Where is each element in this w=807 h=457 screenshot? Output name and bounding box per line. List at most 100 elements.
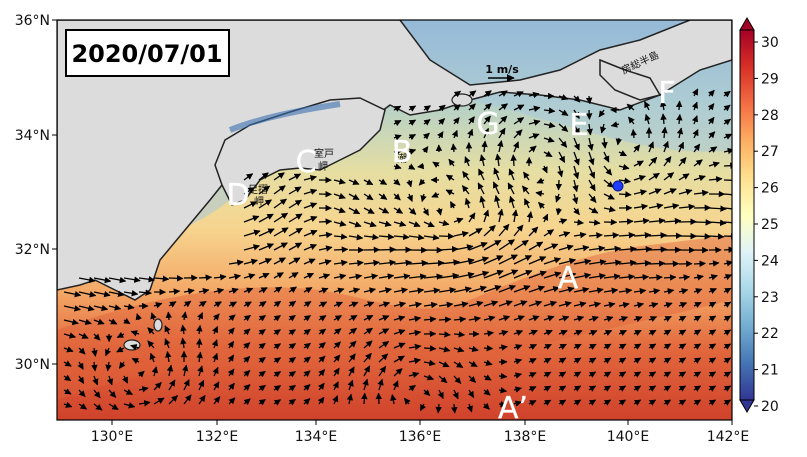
current-arrow (723, 118, 732, 126)
current-arrow (648, 188, 662, 195)
current-arrow (603, 330, 613, 336)
colorbar-tick-label: 25 (761, 217, 779, 233)
current-arrow (648, 357, 657, 364)
current-arrow (243, 201, 258, 209)
current-arrow (121, 375, 129, 384)
current-arrow (723, 287, 732, 294)
current-arrow (648, 274, 663, 281)
current-arrow (528, 105, 541, 112)
current-arrow (63, 388, 72, 395)
current-arrow (468, 300, 484, 308)
current-arrow (361, 392, 368, 405)
current-arrow (693, 143, 701, 153)
current-arrow (528, 270, 547, 279)
current-arrow (693, 357, 702, 364)
current-arrow (303, 370, 311, 378)
current-arrow (464, 156, 471, 167)
current-arrow (558, 123, 569, 132)
current-arrow (498, 372, 508, 380)
current-arrow (663, 302, 673, 309)
current-arrow (693, 189, 709, 197)
current-arrow (708, 219, 727, 227)
colorbar-tick-label: 26 (761, 181, 779, 197)
current-arrow (453, 331, 466, 338)
current-arrow (528, 241, 544, 251)
current-arrow (633, 343, 642, 350)
current-arrow (483, 115, 491, 125)
current-arrow (348, 353, 356, 363)
current-arrow (375, 392, 383, 405)
current-arrow (573, 109, 580, 119)
current-arrow (451, 129, 458, 139)
current-arrow (483, 330, 494, 337)
current-arrow (105, 347, 112, 357)
current-arrow (483, 315, 496, 322)
current-arrow (392, 380, 399, 391)
current-arrow (378, 365, 387, 377)
point-labels: A A’ B C D E F G (226, 76, 675, 426)
current-arrow (528, 300, 543, 307)
current-vectors (63, 88, 732, 414)
current-arrow (618, 191, 632, 198)
current-arrow (228, 314, 236, 322)
current-arrow (610, 121, 620, 128)
x-tick-label: 140°E (607, 429, 650, 445)
warm-current-band (57, 235, 732, 400)
current-arrow (378, 207, 390, 214)
current-arrow (135, 313, 142, 321)
current-arrow (663, 288, 675, 295)
current-arrow (198, 394, 206, 405)
colorbar-tick-label: 21 (761, 363, 779, 379)
current-arrow (288, 227, 303, 237)
current-arrow (558, 301, 572, 308)
current-arrow (423, 389, 431, 397)
current-arrow (676, 127, 684, 139)
current-arrow (588, 329, 598, 336)
current-arrow (558, 151, 566, 163)
current-arrow (273, 272, 284, 279)
current-arrow (481, 140, 488, 153)
x-tick-label: 142°E (707, 429, 750, 445)
current-arrow (228, 273, 242, 280)
current-arrow (303, 229, 318, 237)
current-arrow (258, 384, 266, 392)
current-arrow (558, 258, 577, 265)
current-arrow (723, 274, 732, 281)
current-arrow (123, 317, 131, 325)
current-arrow (588, 301, 602, 308)
current-arrow (558, 329, 568, 336)
current-arrow (348, 327, 358, 335)
current-arrow (513, 372, 523, 379)
current-arrow (348, 193, 360, 201)
current-arrow (393, 233, 410, 241)
current-arrow (333, 233, 348, 240)
current-arrow (273, 343, 282, 350)
current-arrow (273, 357, 282, 364)
current-arrow (212, 313, 220, 321)
current-arrow (618, 232, 636, 239)
current-arrow (213, 274, 227, 281)
current-arrow (678, 371, 687, 378)
current-arrow (408, 357, 421, 365)
current-arrow (408, 133, 416, 141)
ashizuri-label-2: 岬 (254, 196, 264, 208)
current-arrow (147, 327, 155, 335)
current-arrow (543, 286, 560, 293)
current-arrow (648, 371, 657, 378)
current-arrow (258, 272, 270, 279)
current-arrow (573, 301, 587, 308)
current-arrow (198, 274, 213, 281)
current-arrow (408, 119, 417, 126)
current-arrow (523, 171, 530, 181)
current-arrow (691, 115, 699, 125)
current-arrow (406, 193, 413, 202)
current-arrow (528, 372, 537, 379)
current-arrow (408, 315, 422, 323)
current-arrow (618, 357, 627, 364)
current-arrow (588, 357, 597, 364)
current-arrow (558, 357, 567, 364)
current-arrow (423, 259, 445, 267)
current-arrow (445, 174, 455, 182)
current-arrow (603, 179, 614, 188)
